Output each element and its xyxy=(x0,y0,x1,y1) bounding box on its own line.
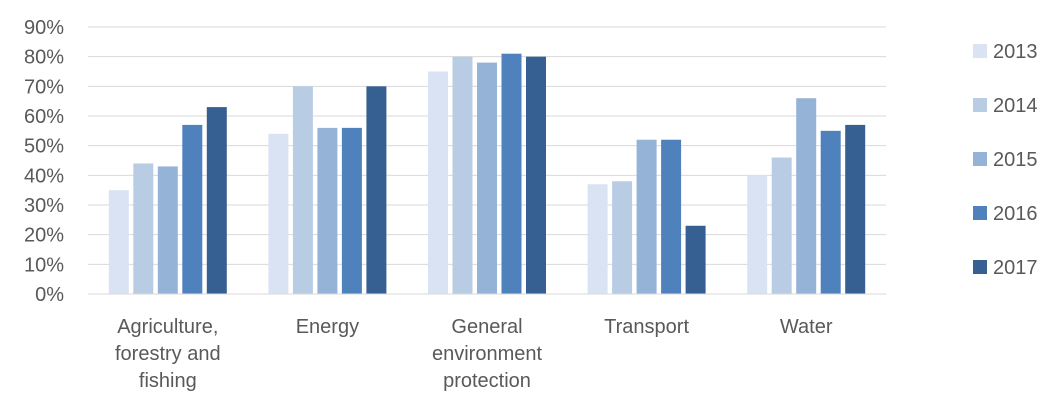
bar xyxy=(747,175,768,294)
x-category-label: forestry and xyxy=(115,343,221,365)
y-tick-label: 70% xyxy=(24,76,64,98)
legend-label: 2016 xyxy=(993,203,1038,225)
y-tick-label: 40% xyxy=(24,165,64,187)
bar xyxy=(157,166,178,294)
y-tick-label: 80% xyxy=(24,47,64,69)
bar xyxy=(108,190,129,294)
y-tick-label: 20% xyxy=(24,225,64,247)
bar xyxy=(845,124,866,295)
bar xyxy=(206,107,227,294)
x-category-label: Transport xyxy=(604,316,689,338)
legend-swatch xyxy=(973,260,987,274)
y-tick-label: 90% xyxy=(24,17,64,39)
legend-item: 2014 xyxy=(973,95,1038,117)
bar xyxy=(341,127,362,294)
x-axis-category-labels: Agriculture, forestry and fishing Energy Gen… xyxy=(115,316,833,392)
legend-label: 2017 xyxy=(993,257,1038,279)
legend-item: 2016 xyxy=(973,203,1038,225)
bar xyxy=(685,225,706,294)
legend-label: 2013 xyxy=(993,41,1038,63)
bar xyxy=(428,71,448,294)
x-category-label: fishing xyxy=(139,370,197,392)
y-tick-label: 30% xyxy=(24,195,64,217)
x-category-label: environment xyxy=(432,343,543,365)
y-tick-label: 50% xyxy=(24,136,64,158)
y-tick-label: 10% xyxy=(24,254,64,276)
legend-label: 2014 xyxy=(993,95,1038,117)
bar xyxy=(661,139,682,294)
bar xyxy=(366,86,387,294)
legend-item: 2017 xyxy=(973,257,1038,279)
legend-swatch xyxy=(973,98,987,112)
bar xyxy=(526,56,546,294)
legend-swatch xyxy=(973,152,987,166)
x-category-label: General xyxy=(451,316,522,338)
bar xyxy=(771,157,792,294)
bar xyxy=(182,124,203,295)
x-category-label: Water xyxy=(780,316,833,338)
legend-label: 2015 xyxy=(993,149,1038,171)
bar xyxy=(292,86,313,294)
x-category-label: Agriculture, xyxy=(117,316,218,338)
bars xyxy=(108,53,866,295)
x-category-label: protection xyxy=(443,370,531,392)
bar xyxy=(452,56,473,294)
x-category-label: Energy xyxy=(296,316,359,338)
bar xyxy=(587,184,608,294)
bar xyxy=(636,139,657,294)
bar xyxy=(820,130,841,294)
legend-item: 2015 xyxy=(973,149,1038,171)
legend-swatch xyxy=(973,44,987,58)
y-tick-label: 60% xyxy=(24,106,64,128)
legend-swatch xyxy=(973,206,987,220)
bar xyxy=(501,53,522,295)
bar xyxy=(612,181,633,294)
bar xyxy=(477,62,497,294)
bar xyxy=(133,163,154,294)
y-axis-tick-labels: 0% 10% 20% 30% 40% 50% 60% 70% 80% 90% xyxy=(24,17,64,306)
bar xyxy=(796,98,817,294)
bar xyxy=(317,127,338,294)
bar xyxy=(268,133,289,294)
y-tick-label: 0% xyxy=(35,284,64,306)
legend: 2013 2014 2015 2016 2017 xyxy=(973,41,1038,279)
legend-item: 2013 xyxy=(973,41,1038,63)
